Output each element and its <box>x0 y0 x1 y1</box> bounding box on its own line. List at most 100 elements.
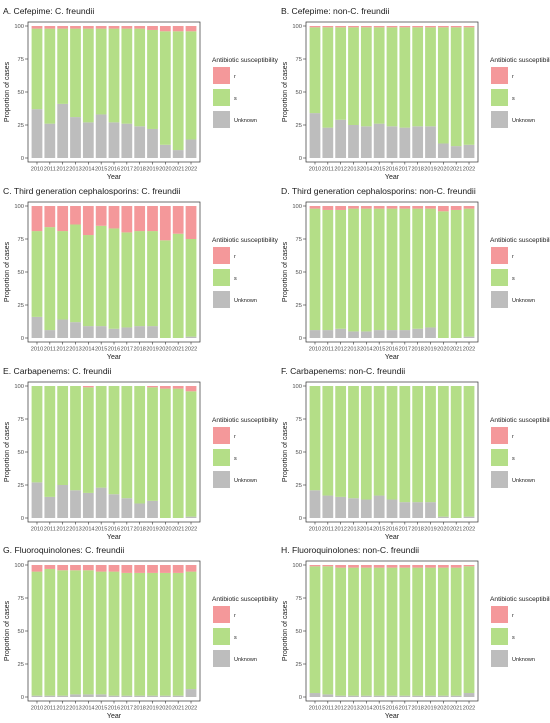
bar-s-2010 <box>31 231 43 317</box>
bar-unknown-2018 <box>412 328 424 338</box>
bar-unknown-2015 <box>373 330 385 338</box>
y-axis-title: Proportion of cases <box>282 421 289 482</box>
x-tick-label-2017: 2017 <box>399 347 411 353</box>
bar-s-2017 <box>121 572 133 696</box>
bar-unknown-2017 <box>121 327 133 338</box>
x-axis-title: Year <box>107 174 122 181</box>
bar-s-2021 <box>450 386 462 518</box>
bar-r-2015 <box>373 206 385 209</box>
x-tick-label-2020: 2020 <box>437 527 449 533</box>
y-tick-label: 100 <box>292 24 302 30</box>
bar-unknown-2017 <box>121 695 133 697</box>
legend-key-r <box>213 67 230 84</box>
bar-unknown-2016 <box>386 695 398 697</box>
x-tick-label-2012: 2012 <box>56 167 68 173</box>
bar-unknown-2010 <box>309 330 321 338</box>
y-tick-label: 0 <box>21 695 24 701</box>
bar-unknown-2010 <box>31 316 43 338</box>
x-tick-label-2020: 2020 <box>437 706 449 712</box>
bar-s-2020 <box>437 386 449 517</box>
bar-r-2019 <box>425 206 436 209</box>
bar-unknown-2018 <box>134 503 146 518</box>
x-tick-label-2021: 2021 <box>450 167 462 173</box>
bar-s-2022 <box>185 391 197 517</box>
bar-unknown-2016 <box>108 328 120 338</box>
bar-unknown-2018 <box>412 695 424 697</box>
bar-r-2016 <box>386 206 398 209</box>
bar-unknown-2013 <box>348 498 359 518</box>
bar-s-2012 <box>57 570 69 696</box>
bar-unknown-2014 <box>360 695 372 697</box>
bar-unknown-2018 <box>134 326 146 338</box>
legend-label-s: s <box>512 96 515 102</box>
bar-s-2012 <box>57 231 69 320</box>
bar-r-2010 <box>309 206 321 209</box>
bar-r-2020 <box>159 565 171 573</box>
bar-s-2014 <box>82 235 94 327</box>
y-tick-label: 75 <box>296 417 302 423</box>
chart-panel-4: D. Third generation cephalosporins: non-… <box>281 186 550 361</box>
legend-key-r <box>213 247 230 264</box>
y-tick-label: 25 <box>18 303 24 309</box>
x-tick-label-2011: 2011 <box>322 167 334 173</box>
bar-s-2019 <box>147 231 158 327</box>
y-tick-label: 50 <box>18 629 24 635</box>
bar-r-2019 <box>425 26 436 28</box>
legend-key-r <box>491 427 508 444</box>
x-tick-label-2019: 2019 <box>424 347 436 353</box>
x-tick-label-2022: 2022 <box>185 706 197 712</box>
bar-s-2013 <box>348 567 359 696</box>
x-tick-label-2011: 2011 <box>44 347 56 353</box>
bar-s-2021 <box>172 388 184 518</box>
bar-s-2018 <box>412 386 424 503</box>
legend-title: Antibiotic susceptibility <box>490 57 550 64</box>
legend-key-s <box>491 628 508 645</box>
bar-r-2018 <box>134 565 146 573</box>
bar-unknown-2020 <box>437 143 449 158</box>
x-tick-label-2011: 2011 <box>44 527 56 533</box>
bar-unknown-2019 <box>425 327 436 338</box>
bar-r-2018 <box>134 206 146 232</box>
bar-r-2019 <box>147 565 158 573</box>
bar-unknown-2016 <box>108 494 120 518</box>
legend-key-s <box>491 89 508 106</box>
x-tick-label-2019: 2019 <box>146 706 158 712</box>
x-tick-label-2018: 2018 <box>133 347 145 353</box>
x-tick-label-2019: 2019 <box>424 706 436 712</box>
bar-s-2018 <box>134 386 146 504</box>
x-tick-label-2020: 2020 <box>159 167 171 173</box>
bar-unknown-2014 <box>82 694 94 697</box>
x-tick-label-2018: 2018 <box>133 706 145 712</box>
x-tick-label-2018: 2018 <box>411 347 423 353</box>
x-tick-label-2015: 2015 <box>373 706 385 712</box>
bar-r-2019 <box>147 206 158 232</box>
x-tick-label-2021: 2021 <box>450 347 462 353</box>
bar-s-2021 <box>172 572 184 696</box>
legend-label-s: s <box>512 456 515 462</box>
x-tick-label-2014: 2014 <box>360 706 372 712</box>
bar-r-2010 <box>309 565 321 567</box>
x-tick-label-2011: 2011 <box>44 167 56 173</box>
x-tick-label-2012: 2012 <box>334 347 346 353</box>
y-axis-title: Proportion of cases <box>4 421 11 482</box>
bar-s-2019 <box>147 572 158 696</box>
bar-s-2015 <box>373 208 385 331</box>
bar-s-2020 <box>159 388 171 518</box>
bar-unknown-2022 <box>463 336 475 338</box>
bar-unknown-2012 <box>335 119 347 158</box>
x-tick-label-2018: 2018 <box>411 167 423 173</box>
bar-unknown-2013 <box>70 490 81 518</box>
legend-title: Antibiotic susceptibility <box>212 417 279 424</box>
y-tick-label: 100 <box>14 563 24 569</box>
x-tick-label-2014: 2014 <box>82 706 94 712</box>
x-tick-label-2011: 2011 <box>44 706 56 712</box>
y-tick-label: 75 <box>18 417 24 423</box>
bar-s-2017 <box>121 386 133 499</box>
bar-s-2020 <box>437 27 449 144</box>
bar-s-2013 <box>70 386 81 491</box>
x-tick-label-2022: 2022 <box>463 167 475 173</box>
legend-label-unknown: Unknown <box>234 118 257 124</box>
y-tick-label: 50 <box>18 90 24 96</box>
x-tick-label-2015: 2015 <box>95 706 107 712</box>
